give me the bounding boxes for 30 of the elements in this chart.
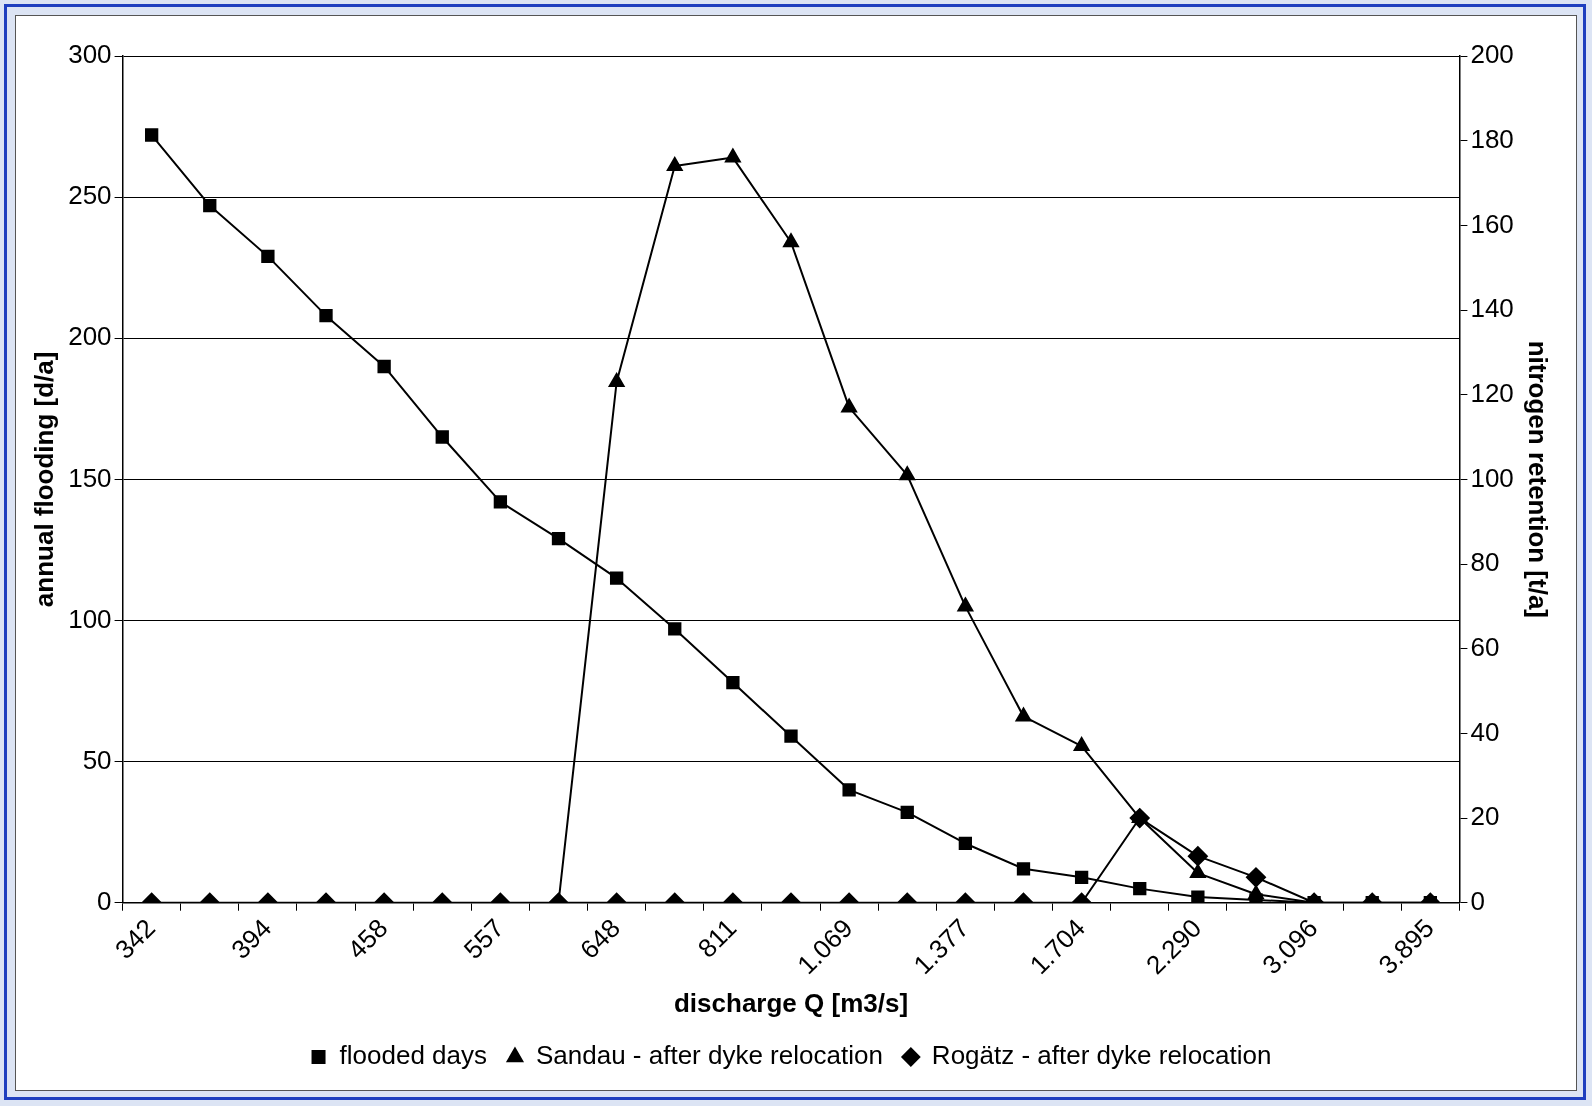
- y2-tick-label: 20: [1470, 801, 1500, 832]
- y-tick-label: 100: [68, 603, 112, 634]
- y2-tick-label: 60: [1470, 631, 1500, 662]
- y-tick-label: 200: [68, 321, 112, 352]
- x-tick-label: 458: [341, 912, 394, 965]
- y-tick-label: 50: [82, 744, 112, 775]
- y2-tick-label: 200: [1470, 39, 1514, 70]
- y-tick-label: 150: [68, 462, 112, 493]
- legend-label: flooded days: [339, 1040, 487, 1071]
- legend-label: Rogätz - after dyke relocation: [931, 1040, 1272, 1071]
- y2-tick-label: 80: [1470, 547, 1500, 578]
- y2-tick-label: 180: [1470, 123, 1514, 154]
- x-tick-label: 342: [109, 912, 161, 965]
- legend-label: Sandau - after dyke relocation: [535, 1040, 883, 1071]
- y-tick-label: 300: [68, 39, 112, 70]
- y2-tick-label: 120: [1470, 377, 1514, 408]
- y2-tick-label: 0: [1470, 885, 1485, 916]
- y2-tick-label: 100: [1470, 462, 1514, 493]
- y-axis-title: annual flooding [d/a]: [28, 351, 59, 608]
- x-tick-label: 811: [691, 912, 743, 964]
- y2-tick-label: 40: [1470, 716, 1500, 747]
- y2-axis-title: nitrogen retention [t/a]: [1523, 340, 1554, 619]
- y-tick-label: 0: [97, 885, 112, 916]
- x-tick-label: 648: [574, 912, 626, 965]
- y2-tick-label: 160: [1470, 208, 1514, 239]
- y-tick-label: 250: [68, 180, 112, 211]
- x-tick-label: 557: [457, 912, 510, 965]
- x-tick-label: 394: [225, 912, 278, 965]
- x-axis-title: discharge Q [m3/s]: [673, 987, 909, 1018]
- y2-tick-label: 140: [1470, 293, 1514, 324]
